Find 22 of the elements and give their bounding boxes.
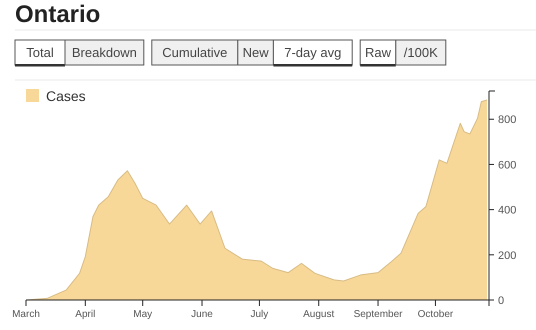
text: Raw — [364, 45, 392, 60]
x-tick-label: September — [354, 309, 404, 320]
x-tick-label: March — [12, 309, 40, 320]
x-tick-label: August — [303, 309, 335, 320]
x-tick-label: May — [133, 309, 152, 320]
text: Total — [26, 45, 54, 60]
text: Cumulative — [162, 45, 228, 60]
text: New — [242, 45, 270, 60]
text: /100K — [404, 45, 438, 60]
x-tick-label: July — [250, 309, 268, 320]
x-tick-label: October — [418, 309, 454, 320]
y-tick-label: 600 — [498, 159, 516, 172]
text: 7-day avg — [284, 45, 342, 60]
y-tick-label: 400 — [498, 204, 516, 217]
legend-label: Cases — [46, 88, 86, 104]
text: Breakdown — [72, 45, 137, 60]
x-tick-label: April — [75, 309, 96, 320]
y-tick-label: 0 — [498, 295, 504, 307]
x-tick-label: June — [191, 309, 214, 320]
y-tick-label: 800 — [498, 114, 516, 126]
y-tick-label: 200 — [498, 250, 516, 262]
chart-title: Ontario — [15, 1, 100, 28]
